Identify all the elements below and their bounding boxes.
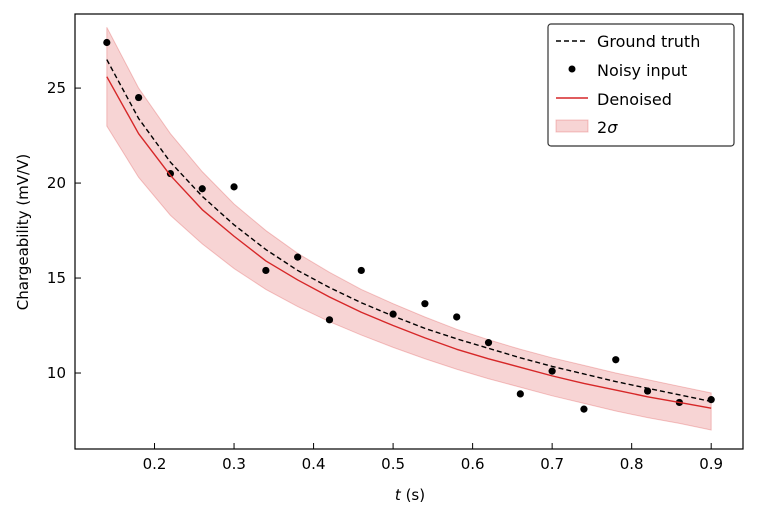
x-tick-label: 0.3 — [222, 455, 246, 473]
legend-frame — [547, 23, 735, 147]
legend-denoised-label: Denoised — [597, 90, 672, 109]
noisy-input-point — [421, 300, 429, 308]
y-tick-label: 15 — [47, 269, 66, 287]
legend-noisy-input-label: Noisy input — [597, 61, 687, 80]
x-axis-variable: t — [395, 486, 402, 504]
noisy-input-point — [516, 390, 524, 398]
axes: 0.2 0.3 0.4 0.5 0.6 0.7 0.8 0.9 10 15 20 25 — [47, 13, 744, 473]
noisy-input-point — [135, 93, 143, 102]
x-axis-unit: (s) — [401, 486, 425, 504]
x-axis-label: t (s) — [395, 486, 425, 504]
denoised-line — [106, 76, 712, 409]
noisy-input-point — [262, 266, 270, 275]
ground-truth-line — [106, 59, 712, 403]
noisy-input-point — [325, 316, 334, 324]
noisy-input-point — [643, 387, 652, 395]
noisy-input-point — [230, 183, 238, 191]
noisy-input-point — [166, 169, 175, 178]
axes-frame — [74, 13, 744, 450]
legend: Ground truth Noisy input Denoised 2σ — [547, 23, 735, 147]
y-axis-label: Chargeability (mV/V) — [14, 154, 32, 310]
x-tick-label: 0.5 — [381, 455, 405, 473]
legend-band-number: 2 — [597, 118, 607, 137]
legend-ground-truth-label: Ground truth — [597, 32, 700, 51]
noisy-input-point — [294, 253, 302, 261]
x-tick-label: 0.9 — [699, 455, 723, 473]
legend-band-symbol: σ — [607, 118, 618, 137]
noisy-input-point — [548, 367, 556, 375]
x-tick-label: 0.6 — [461, 455, 485, 473]
noisy-input-point — [707, 396, 715, 404]
noisy-input-point — [580, 405, 588, 413]
legend-noisy-input-marker — [568, 65, 576, 73]
legend-band-swatch — [555, 119, 589, 133]
y-tick-label: 10 — [47, 364, 66, 382]
x-tick-label: 0.7 — [540, 455, 564, 473]
noisy-input-point — [484, 339, 493, 347]
noisy-input-point — [389, 310, 397, 318]
legend-band-label: 2σ — [597, 118, 618, 137]
x-tick-label: 0.4 — [302, 455, 326, 473]
x-tick-label: 0.2 — [143, 455, 167, 473]
noisy-input-point — [357, 266, 365, 275]
plot-area — [103, 27, 715, 431]
y-tick-label: 20 — [47, 174, 66, 192]
noisy-input-point — [103, 38, 111, 47]
x-tick-label: 0.8 — [620, 455, 644, 473]
noisy-input-point — [612, 356, 620, 364]
y-tick-label: 25 — [47, 79, 66, 97]
noisy-input-point — [198, 185, 206, 193]
noisy-input-point — [453, 313, 461, 321]
